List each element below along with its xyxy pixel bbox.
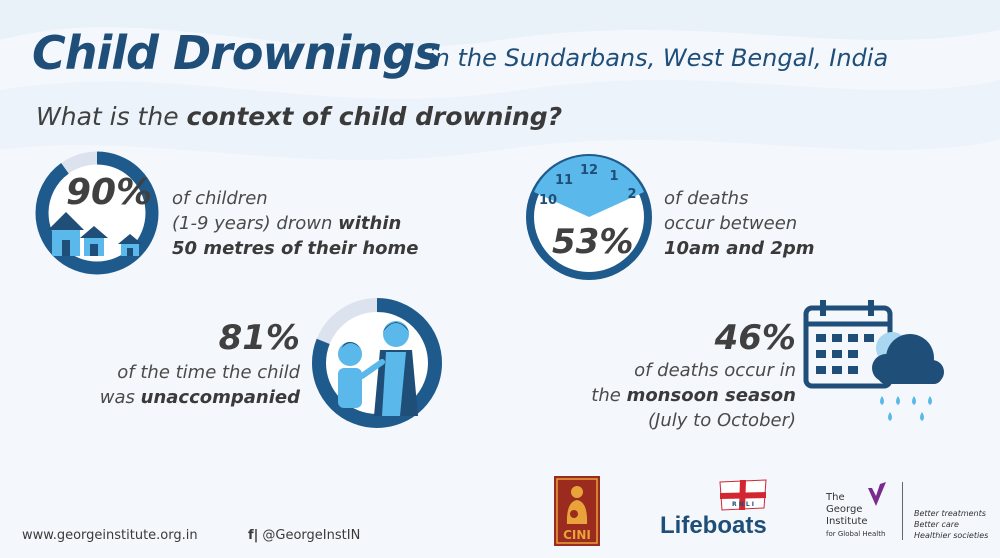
unaccompanied-donut-arc — [312, 298, 442, 428]
unaccompanied-stat-line1: of the time the child — [117, 362, 300, 383]
clock-icon: 12 1 2 10 11 — [526, 154, 652, 280]
monsoon-bold: monsoon season — [626, 385, 796, 406]
footer-website-link[interactable]: www.georgeinstitute.org.in — [22, 528, 198, 543]
monsoon-stat-value: 46% — [714, 318, 796, 358]
monsoon-stat-text: of deaths occur in the monsoon season (J… — [560, 358, 796, 433]
unaccompanied-bold: unaccompanied — [140, 387, 300, 408]
george-institute-check-icon — [868, 482, 886, 506]
footer-social[interactable]: f| @GeorgeInstIN — [248, 528, 360, 543]
home-stat-line1: of children — [172, 188, 268, 209]
question-bold: context of child drowning? — [186, 102, 563, 131]
monsoon-stat-line2: the monsoon season — [591, 385, 796, 406]
clock-number-11: 11 — [555, 173, 573, 188]
page-subtitle: in the Sundarbans, West Bengal, India — [428, 44, 889, 72]
time-stat-line2: occur between — [664, 213, 798, 234]
cini-logo: CINI — [554, 476, 600, 546]
lifeboats-logo-text: Lifeboats — [660, 512, 767, 539]
page-title: Child Drownings — [32, 26, 442, 80]
home-stat-line2: (1-9 years) drown within — [172, 213, 402, 234]
unaccompanied-stat-text: of the time the child was unaccompanied — [60, 360, 300, 410]
rnli-letters: R N L I — [732, 501, 754, 508]
calendar-rain-icon — [803, 300, 944, 421]
rnli-flag-icon: R N L I — [719, 479, 767, 511]
houses-icon — [48, 212, 142, 256]
home-stat-within: within — [338, 213, 402, 234]
home-stat-text: of children (1-9 years) drown within 50 … — [172, 186, 419, 261]
question-prefix: What is the — [36, 102, 187, 131]
unaccompanied-stat-value: 81% — [218, 318, 300, 358]
home-stat-value: 90% — [66, 172, 153, 213]
clock-number-2: 2 — [627, 187, 636, 202]
monsoon-stat-line3: (July to October) — [648, 410, 796, 431]
clock-number-10: 10 — [539, 193, 557, 208]
time-stat-line1: of deaths — [664, 188, 749, 209]
george-institute-logo: The George Institute for Global Health — [826, 492, 886, 538]
time-stat-value: 53% — [552, 222, 634, 262]
child-mother-icon — [338, 321, 418, 416]
cini-logo-text: CINI — [563, 528, 591, 542]
clock-number-12: 12 — [580, 163, 598, 178]
twitter-handle[interactable]: @GeorgeInstIN — [262, 528, 361, 543]
monsoon-stat-line1: of deaths occur in — [634, 360, 796, 381]
home-donut-arc — [35, 151, 159, 275]
clock-number-1: 1 — [609, 169, 618, 184]
george-institute-tagline: Better treatments Better care Healthier … — [914, 509, 989, 540]
logo-divider — [902, 482, 903, 540]
unaccompanied-stat-line2: was unaccompanied — [99, 387, 300, 408]
home-stat-line3: 50 metres of their home — [172, 238, 419, 259]
time-stat-line3: 10am and 2pm — [664, 238, 815, 259]
unaccompanied-donut — [312, 298, 442, 428]
section-question: What is the context of child drowning? — [36, 102, 562, 131]
time-stat-text: of deaths occur between 10am and 2pm — [664, 186, 815, 261]
facebook-twitter-icon[interactable]: f| — [248, 528, 259, 543]
